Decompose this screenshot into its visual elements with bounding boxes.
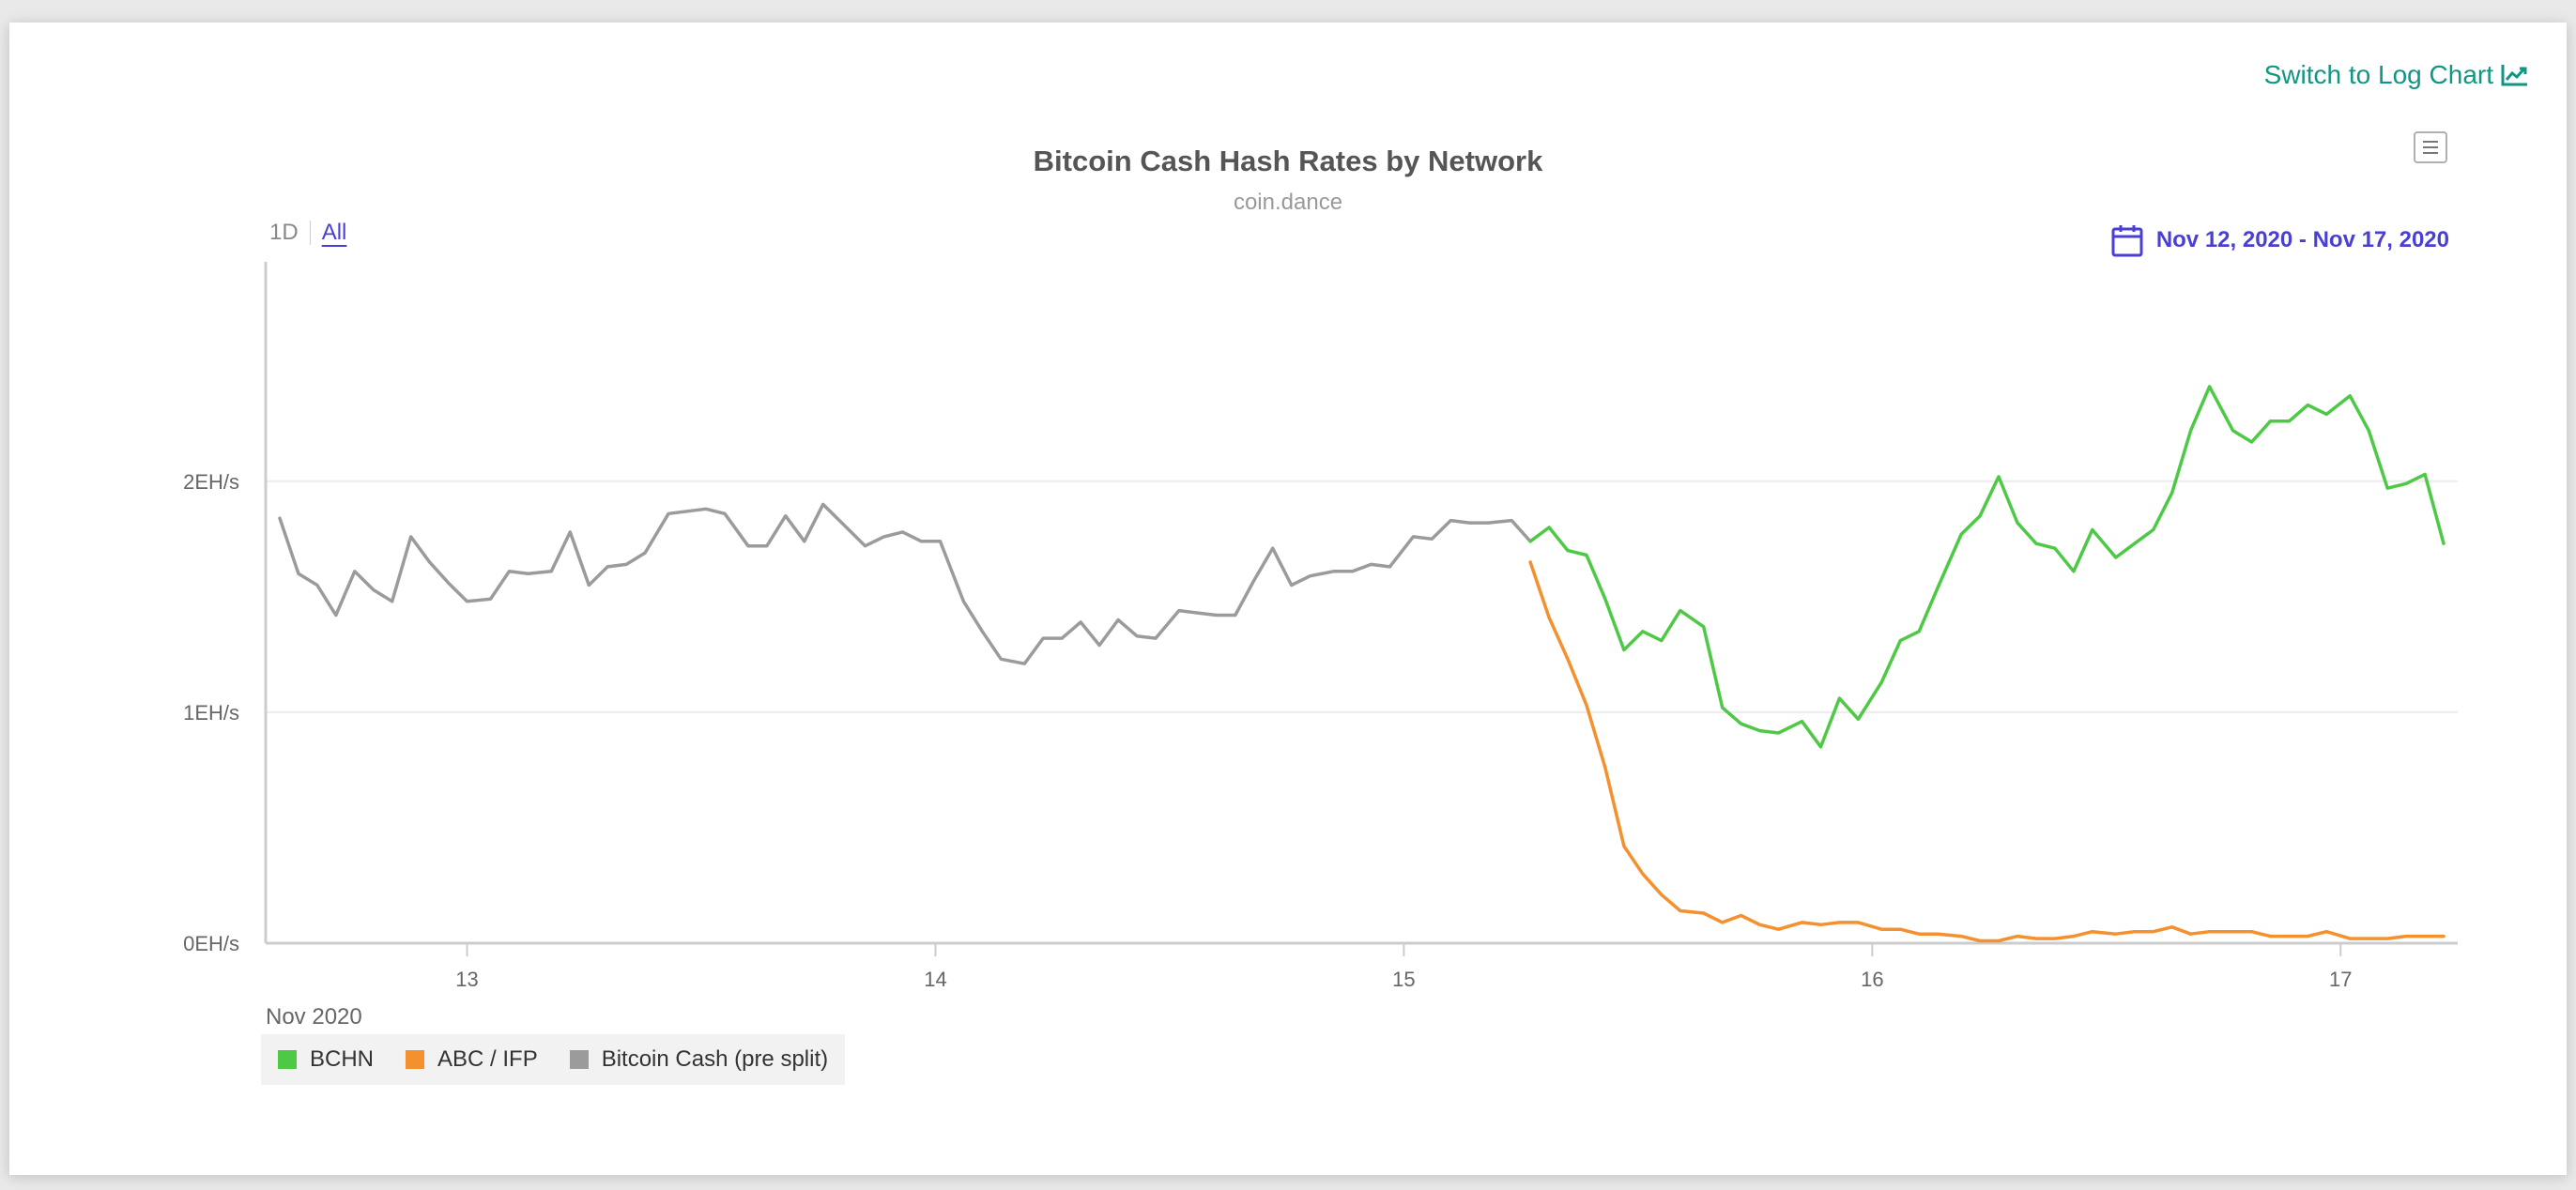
calendar-icon — [2111, 225, 2143, 257]
legend-label: BCHN — [310, 1046, 375, 1072]
x-tick-label: 15 — [1392, 968, 1415, 991]
chart-title: Bitcoin Cash Hash Rates by Network — [1033, 145, 1543, 177]
chart-menu-button[interactable] — [2414, 131, 2447, 163]
grid-lines — [266, 480, 2458, 713]
y-tick-label: 0EH/s — [183, 932, 239, 955]
x-tick-label: 14 — [924, 968, 946, 991]
chart-card: Switch to Log Chart Bitcoin Cash Hash Ra… — [9, 23, 2567, 1175]
x-tick-label: 17 — [2329, 968, 2352, 991]
legend-label: Bitcoin Cash (pre split) — [601, 1046, 829, 1072]
hamburger-icon-line — [2423, 141, 2438, 143]
date-range-label: Nov 12, 2020 - Nov 17, 2020 — [2155, 227, 2449, 252]
chart-legend: BCHN ABC / IFP Bitcoin Cash (pre split) — [261, 1034, 846, 1085]
legend-item-pre-split[interactable]: Bitcoin Cash (pre split) — [569, 1046, 829, 1073]
legend-item-abc-ifp[interactable]: ABC / IFP — [406, 1046, 538, 1073]
legend-item-bchn[interactable]: BCHN — [278, 1046, 374, 1073]
line-chart-icon — [2501, 65, 2527, 86]
axes: 0EH/s 1EH/s 2EH/s 13 14 15 16 17 — [183, 262, 2458, 991]
legend-swatch — [569, 1050, 589, 1069]
y-tick-label: 2EH/s — [183, 470, 239, 494]
hamburger-icon-line — [2423, 152, 2438, 154]
series-line-bitcoin-cash-pre-split — [278, 502, 1532, 665]
hamburger-icon-line — [2423, 146, 2438, 148]
range-selector: 1D All — [266, 220, 350, 246]
series-line-abc-ifp — [1528, 560, 2446, 943]
line-chart-plot: 0EH/s 1EH/s 2EH/s 13 14 15 16 17 — [183, 262, 2458, 991]
log-toggle-label: Switch to Log Chart — [2263, 60, 2493, 89]
series-line-bchn — [1528, 385, 2446, 749]
legend-swatch — [406, 1050, 425, 1069]
range-button-1d[interactable]: 1D — [269, 220, 299, 245]
range-button-all[interactable]: All — [321, 220, 347, 245]
series-lines — [278, 385, 2446, 943]
range-separator — [309, 221, 311, 245]
chart-subtitle: coin.dance — [1233, 190, 1343, 215]
x-tick-label: 13 — [455, 968, 478, 991]
legend-label: ABC / IFP — [437, 1046, 538, 1072]
date-range-picker[interactable]: Nov 12, 2020 - Nov 17, 2020 — [2111, 223, 2449, 257]
y-tick-label: 1EH/s — [183, 701, 239, 725]
switch-to-log-chart-link[interactable]: Switch to Log Chart — [2264, 60, 2529, 90]
legend-swatch — [278, 1050, 297, 1069]
x-axis-month-label: Nov 2020 — [266, 1004, 362, 1030]
x-tick-label: 16 — [1861, 968, 1883, 991]
